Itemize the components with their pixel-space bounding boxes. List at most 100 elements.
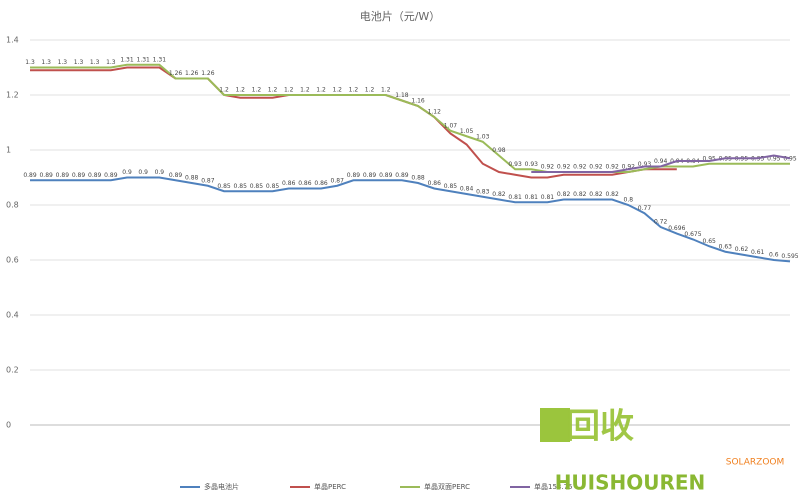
data-label: 0.85 bbox=[217, 183, 231, 190]
data-label: 0.95 bbox=[702, 155, 716, 162]
data-label: 0.81 bbox=[525, 194, 539, 201]
data-label: 1.31 bbox=[120, 56, 134, 63]
legend-label: 多晶电池片 bbox=[204, 482, 239, 491]
data-label: 1.3 bbox=[25, 59, 35, 66]
data-label: 0.65 bbox=[702, 238, 716, 245]
data-label: 0.61 bbox=[751, 249, 765, 256]
data-label: 1.16 bbox=[411, 98, 425, 105]
data-label: 1.2 bbox=[365, 87, 375, 94]
data-label: 1.31 bbox=[137, 56, 151, 63]
y-tick-label: 0 bbox=[6, 421, 11, 430]
data-label: 0.86 bbox=[428, 180, 442, 187]
chart-title: 电池片（元/W） bbox=[360, 10, 441, 23]
data-label: 0.83 bbox=[476, 188, 490, 195]
data-label: 0.81 bbox=[541, 194, 555, 201]
data-label: 1.2 bbox=[381, 87, 391, 94]
data-label: 0.95 bbox=[767, 155, 781, 162]
watermark: 回收 HUISHOUREN SOLARZOOM bbox=[540, 407, 784, 495]
data-label: 0.9 bbox=[122, 169, 132, 176]
data-label: 1.26 bbox=[169, 70, 183, 77]
data-label: 0.92 bbox=[557, 164, 571, 171]
data-label: 0.9 bbox=[138, 169, 148, 176]
data-label: 0.98 bbox=[492, 147, 506, 154]
data-label: 0.595 bbox=[781, 253, 798, 260]
data-label: 0.85 bbox=[250, 183, 264, 190]
series-line bbox=[531, 154, 791, 173]
data-label: 0.89 bbox=[379, 172, 393, 179]
data-label: 0.63 bbox=[719, 243, 733, 250]
data-label: 0.92 bbox=[605, 164, 619, 171]
data-label: 1.26 bbox=[185, 70, 199, 77]
data-label: 0.6 bbox=[769, 252, 779, 259]
data-label: 0.93 bbox=[508, 161, 522, 168]
data-label: 1.2 bbox=[268, 87, 278, 94]
data-label: 1.18 bbox=[395, 92, 409, 99]
data-label: 1.2 bbox=[332, 87, 342, 94]
data-label: 1.2 bbox=[349, 87, 359, 94]
data-label: 0.88 bbox=[411, 175, 425, 182]
data-label: 0.89 bbox=[39, 172, 53, 179]
data-label: 0.82 bbox=[573, 191, 587, 198]
y-tick-label: 1.4 bbox=[6, 36, 19, 45]
logo-box bbox=[540, 408, 570, 442]
data-label: 1.12 bbox=[428, 109, 442, 116]
data-label: 0.93 bbox=[525, 161, 539, 168]
data-label: 1.3 bbox=[90, 59, 100, 66]
data-label: 0.89 bbox=[395, 172, 409, 179]
data-label: 0.93 bbox=[638, 161, 652, 168]
watermark-brand: HUISHOUREN bbox=[555, 471, 706, 495]
data-label: 0.92 bbox=[589, 164, 603, 171]
data-label: 0.62 bbox=[735, 246, 749, 253]
series-line bbox=[30, 176, 791, 263]
data-label: 0.94 bbox=[654, 158, 668, 165]
data-label: 1.3 bbox=[74, 59, 84, 66]
data-label: 1.2 bbox=[219, 87, 229, 94]
data-label: 0.82 bbox=[557, 191, 571, 198]
data-label: 0.85 bbox=[444, 183, 458, 190]
y-tick-label: 1 bbox=[6, 146, 11, 155]
data-label: 0.82 bbox=[605, 191, 619, 198]
data-label: 0.696 bbox=[668, 225, 685, 232]
data-label: 1.26 bbox=[201, 70, 215, 77]
data-label: 0.86 bbox=[298, 180, 312, 187]
data-label: 1.2 bbox=[284, 87, 294, 94]
data-label: 0.85 bbox=[266, 183, 280, 190]
data-label: 0.89 bbox=[347, 172, 361, 179]
data-label: 0.87 bbox=[201, 177, 215, 184]
data-label: 0.72 bbox=[654, 219, 668, 226]
data-label: 0.89 bbox=[72, 172, 86, 179]
data-label: 0.675 bbox=[684, 231, 701, 238]
data-label: 0.89 bbox=[23, 172, 37, 179]
y-tick-label: 0.6 bbox=[6, 256, 19, 265]
data-label: 0.9 bbox=[155, 169, 165, 176]
data-label: 0.89 bbox=[363, 172, 377, 179]
data-label: 1.3 bbox=[106, 59, 116, 66]
data-label: 0.84 bbox=[460, 186, 474, 193]
data-label: 0.89 bbox=[104, 172, 118, 179]
data-label: 0.85 bbox=[234, 183, 248, 190]
data-label: 1.2 bbox=[300, 87, 310, 94]
data-label: 0.92 bbox=[622, 164, 636, 171]
data-label: 1.2 bbox=[316, 87, 326, 94]
y-tick-label: 0.2 bbox=[6, 366, 19, 375]
watermark-logo: 回收 bbox=[566, 407, 634, 447]
data-label: 1.07 bbox=[444, 122, 458, 129]
legend-label: 单晶双面PERC bbox=[424, 482, 470, 491]
data-label: 1.3 bbox=[41, 59, 51, 66]
data-label: 0.86 bbox=[282, 180, 296, 187]
data-label: 0.92 bbox=[573, 164, 587, 171]
data-label: 0.82 bbox=[492, 191, 506, 198]
y-tick-label: 0.4 bbox=[6, 311, 19, 320]
data-label: 0.89 bbox=[88, 172, 102, 179]
data-label: 1.3 bbox=[58, 59, 68, 66]
data-label: 0.87 bbox=[331, 177, 345, 184]
legend-label: 单晶PERC bbox=[314, 482, 346, 491]
data-label: 0.89 bbox=[56, 172, 70, 179]
data-label: 0.95 bbox=[783, 155, 797, 162]
y-tick-label: 1.2 bbox=[6, 91, 19, 100]
data-label: 0.92 bbox=[541, 164, 555, 171]
data-label: 0.82 bbox=[589, 191, 603, 198]
data-label: 0.8 bbox=[624, 197, 634, 204]
